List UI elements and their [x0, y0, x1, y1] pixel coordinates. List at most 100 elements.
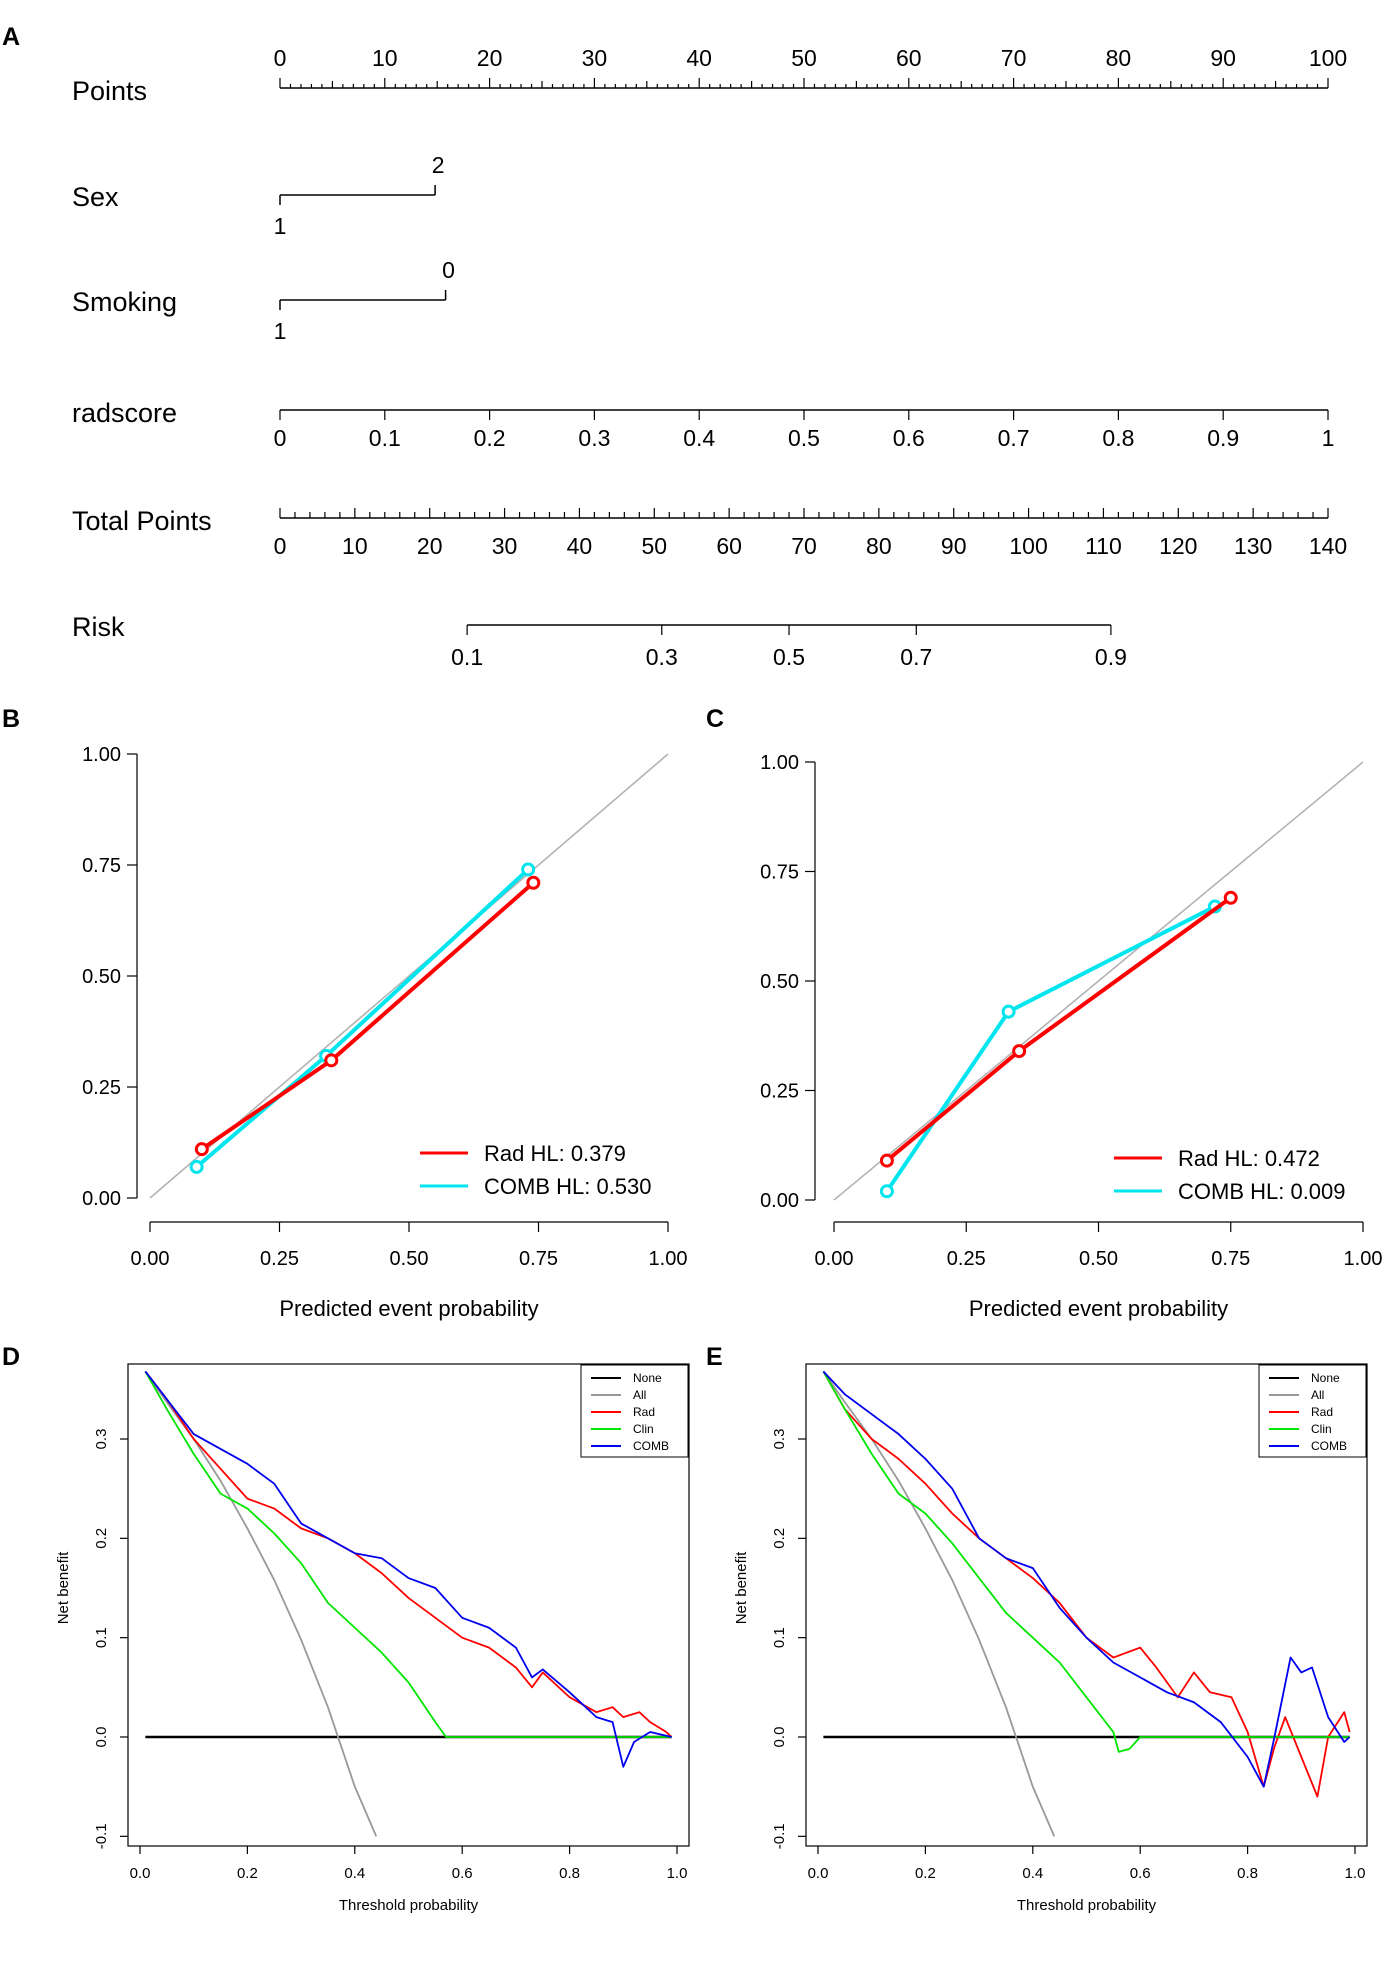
legend-label-comb: COMB — [1311, 1439, 1347, 1453]
all-net-benefit-line — [144, 1370, 378, 1837]
x-axis-title: Predicted event probability — [969, 1296, 1228, 1321]
points-tick-label: 50 — [791, 45, 817, 71]
points-tick-label: 30 — [582, 45, 608, 71]
legend-label-clin: Clin — [1311, 1422, 1332, 1436]
y-axis-title: Net benefit — [55, 1551, 72, 1624]
points-tick-label: 90 — [1210, 45, 1236, 71]
legend-label-comb: COMB — [633, 1439, 669, 1453]
radscore-tick-label: 0 — [274, 425, 287, 451]
risk-tick-label: 0.1 — [451, 644, 483, 670]
total-points-tick-label: 40 — [567, 533, 593, 559]
comb-calibration-line — [195, 867, 530, 1169]
radscore-tick-label: 0.2 — [474, 425, 506, 451]
radscore-tick-label: 0.6 — [893, 425, 925, 451]
total-points-tick-label: 140 — [1309, 533, 1347, 559]
points-tick-label: 70 — [1001, 45, 1027, 71]
y-tick-label: 1.00 — [82, 744, 121, 766]
points-tick-label: 10 — [372, 45, 398, 71]
risk-tick-label: 0.9 — [1095, 644, 1127, 670]
y-tick-label: 0.25 — [82, 1077, 121, 1099]
x-tick-label: 0.0 — [130, 1865, 151, 1882]
x-tick-label: 0.0 — [808, 1865, 829, 1882]
rad-calibration-line — [885, 896, 1232, 1163]
panel-letter-b: B — [2, 705, 20, 733]
radscore-tick-label: 0.9 — [1207, 425, 1239, 451]
comb-net-benefit-line — [822, 1370, 1351, 1788]
calibration-plot-c: 0.00 0.25 0.50 0.75 1.00 0.00 0.25 0.50 0.75 1.00… — [760, 752, 1382, 1321]
x-tick-label: 0.00 — [815, 1248, 854, 1270]
rad-calibration-point — [194, 1142, 209, 1157]
total-points-tick-label: 50 — [641, 533, 667, 559]
comb-legend-label: COMB HL: 0.009 — [1178, 1179, 1346, 1204]
risk-tick-label: 0.3 — [646, 644, 678, 670]
y-tick-label: -0.1 — [93, 1823, 110, 1849]
y-tick-label: 0.50 — [82, 966, 121, 988]
x-tick-label: 0.75 — [1211, 1248, 1250, 1270]
decision-curve-plot-d: 0.0 0.2 0.4 0.6 0.8 1.0 -0.1 0.0 0.1 0.2 0.3 Thresh… — [55, 1363, 690, 1914]
total-points-tick-label: 80 — [866, 533, 892, 559]
y-tick-label: -0.1 — [771, 1823, 788, 1849]
total-points-tick-label: 10 — [342, 533, 368, 559]
total-points-tick-label: 110 — [1085, 533, 1122, 559]
nomogram-row-label: radscore — [72, 398, 177, 428]
x-tick-label: 0.2 — [237, 1865, 258, 1882]
y-tick-label: 0.50 — [760, 971, 799, 993]
x-axis-title: Threshold probability — [339, 1897, 479, 1914]
comb-legend-label: COMB HL: 0.530 — [484, 1174, 652, 1199]
radscore-tick-label: 0.7 — [998, 425, 1030, 451]
x-tick-label: 0.50 — [1079, 1248, 1118, 1270]
points-tick-label: 100 — [1309, 45, 1347, 71]
x-tick-label: 0.8 — [1237, 1865, 1258, 1882]
rad-net-benefit-line — [822, 1371, 1351, 1798]
x-tick-label: 0.00 — [131, 1248, 170, 1270]
y-tick-label: 0.00 — [760, 1190, 799, 1212]
rad-legend-label: Rad HL: 0.379 — [484, 1141, 626, 1166]
radscore-tick-label: 0.1 — [369, 425, 401, 451]
comb-calibration-point — [879, 1184, 894, 1199]
legend-label-clin: Clin — [633, 1422, 654, 1436]
nomogram-row-label: Total Points — [72, 506, 212, 536]
y-axis-title: Net benefit — [733, 1551, 750, 1624]
rad-legend-label: Rad HL: 0.472 — [1178, 1146, 1320, 1171]
risk-tick-label: 0.5 — [773, 644, 805, 670]
clin-net-benefit-line — [822, 1371, 1350, 1753]
smoking-level-label: 1 — [274, 318, 287, 344]
radscore-tick-label: 1 — [1322, 425, 1335, 451]
points-tick-label: 60 — [896, 45, 922, 71]
y-tick-label: 0.0 — [93, 1727, 110, 1748]
rad-calibration-point — [526, 875, 541, 890]
x-tick-label: 0.2 — [915, 1865, 936, 1882]
y-tick-label: 1.00 — [760, 752, 799, 774]
nomogram-row-label: Sex — [72, 182, 119, 212]
risk-tick-label: 0.7 — [900, 644, 932, 670]
legend-label-all: All — [1311, 1388, 1324, 1402]
rad-calibration-point — [1012, 1044, 1027, 1059]
x-tick-label: 0.6 — [452, 1865, 473, 1882]
ideal-diagonal-line — [833, 761, 1364, 1201]
y-tick-label: 0.25 — [760, 1081, 799, 1103]
x-tick-label: 0.25 — [260, 1248, 299, 1270]
x-tick-label: 0.50 — [390, 1248, 429, 1270]
total-points-tick-label: 20 — [417, 533, 443, 559]
total-points-tick-label: 100 — [1009, 533, 1047, 559]
nomogram-row-label: Risk — [72, 612, 125, 642]
y-tick-label: 0.00 — [82, 1188, 121, 1210]
total-points-tick-label: 30 — [492, 533, 518, 559]
sex-level-label: 1 — [274, 213, 287, 239]
all-net-benefit-line — [822, 1370, 1056, 1837]
nomogram-panel: Points Sex Smoking radscore Total Points Risk… — [72, 45, 1347, 670]
rad-calibration-point — [879, 1153, 894, 1168]
radscore-tick-label: 0.4 — [683, 425, 715, 451]
points-tick-label: 0 — [274, 45, 287, 71]
total-points-tick-label: 90 — [941, 533, 967, 559]
rad-calibration-point — [324, 1053, 339, 1068]
panel-letter-e: E — [706, 1343, 723, 1371]
total-points-tick-label: 120 — [1159, 533, 1197, 559]
y-tick-label: 0.3 — [771, 1429, 788, 1450]
legend-label-none: None — [1311, 1371, 1340, 1385]
x-tick-label: 0.25 — [947, 1248, 986, 1270]
panel-letter-d: D — [2, 1343, 20, 1371]
sex-level-label: 2 — [432, 152, 445, 178]
x-tick-label: 0.6 — [1130, 1865, 1151, 1882]
